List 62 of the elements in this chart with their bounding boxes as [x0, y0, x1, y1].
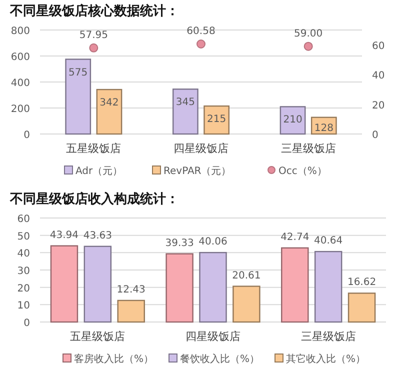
data-label: 20.61: [232, 270, 261, 282]
data-label: 16.62: [347, 277, 376, 288]
x-tick-label: 四星级饭店: [174, 142, 228, 155]
y-tick-label: 200: [10, 104, 30, 115]
data-label: 40.06: [198, 236, 228, 248]
y-tick-label: 10: [17, 300, 30, 312]
y-tick-label: 50: [17, 231, 30, 242]
x-tick-label: 三星级饭店: [300, 330, 356, 343]
bar: [166, 253, 194, 323]
bar: [280, 106, 306, 135]
x-tick-label: 五星级饭店: [66, 142, 122, 155]
data-label: 210: [283, 114, 302, 126]
data-label: 43.94: [50, 230, 79, 241]
y-tick-label: 0: [24, 130, 30, 141]
bar: [348, 292, 376, 323]
data-label: 42.74: [280, 232, 310, 243]
y-tick-label: 800: [10, 26, 30, 37]
bar: [199, 252, 227, 323]
x-tick-label: 四星级饭店: [186, 330, 240, 343]
y-tick-label: 20: [17, 283, 30, 294]
legend-label: Occ（%）: [278, 166, 327, 177]
bar: [232, 286, 260, 323]
y-tick-label: 600: [10, 52, 30, 63]
y2-tick-label: 40: [372, 70, 385, 82]
y2-tick-label: 20: [372, 100, 385, 112]
data-label: 342: [100, 98, 119, 109]
chart-title: 不同星级饭店核心数据统计：: [9, 3, 179, 19]
legend-label: Adr（元）: [76, 166, 123, 177]
bar: [50, 245, 78, 323]
legend-label: 客房收入比（%）: [74, 353, 154, 365]
data-label: 60.58: [186, 26, 216, 37]
bar: [96, 88, 122, 135]
data-label: 575: [68, 67, 88, 78]
y2-tick-label: 60: [372, 40, 385, 52]
y-tick-label: 0: [24, 318, 30, 329]
x-tick-label: 三星级饭店: [280, 142, 336, 155]
y2-tick-label: 0: [372, 130, 378, 141]
y-tick-label: 60: [17, 214, 30, 225]
legend-label: 其它收入比（%）: [286, 353, 366, 365]
bar: [314, 250, 342, 323]
bar: [84, 246, 112, 323]
bar: [281, 247, 309, 323]
chart-title: 不同星级饭店收入构成统计：: [9, 191, 179, 207]
data-label: 59.00: [294, 28, 323, 40]
data-label: 215: [207, 114, 226, 126]
y-tick-label: 30: [17, 266, 30, 277]
data-label: 345: [176, 97, 195, 108]
y-tick-label: 40: [17, 248, 30, 260]
x-tick-label: 五星级饭店: [70, 330, 126, 343]
legend-label: RevPAR（元）: [164, 166, 232, 177]
data-label: 57.95: [79, 30, 108, 41]
data-label: 40.64: [314, 236, 343, 247]
bar: [204, 105, 230, 135]
data-label: 39.33: [165, 238, 194, 249]
data-label: 43.63: [83, 230, 112, 242]
y-tick-label: 400: [10, 78, 30, 89]
data-label: 12.43: [116, 284, 146, 296]
data-label: 128: [314, 123, 334, 134]
legend-label: 餐饮收入比（%）: [180, 353, 260, 365]
bar: [172, 88, 198, 135]
bar: [117, 300, 145, 323]
bar: [65, 58, 92, 135]
